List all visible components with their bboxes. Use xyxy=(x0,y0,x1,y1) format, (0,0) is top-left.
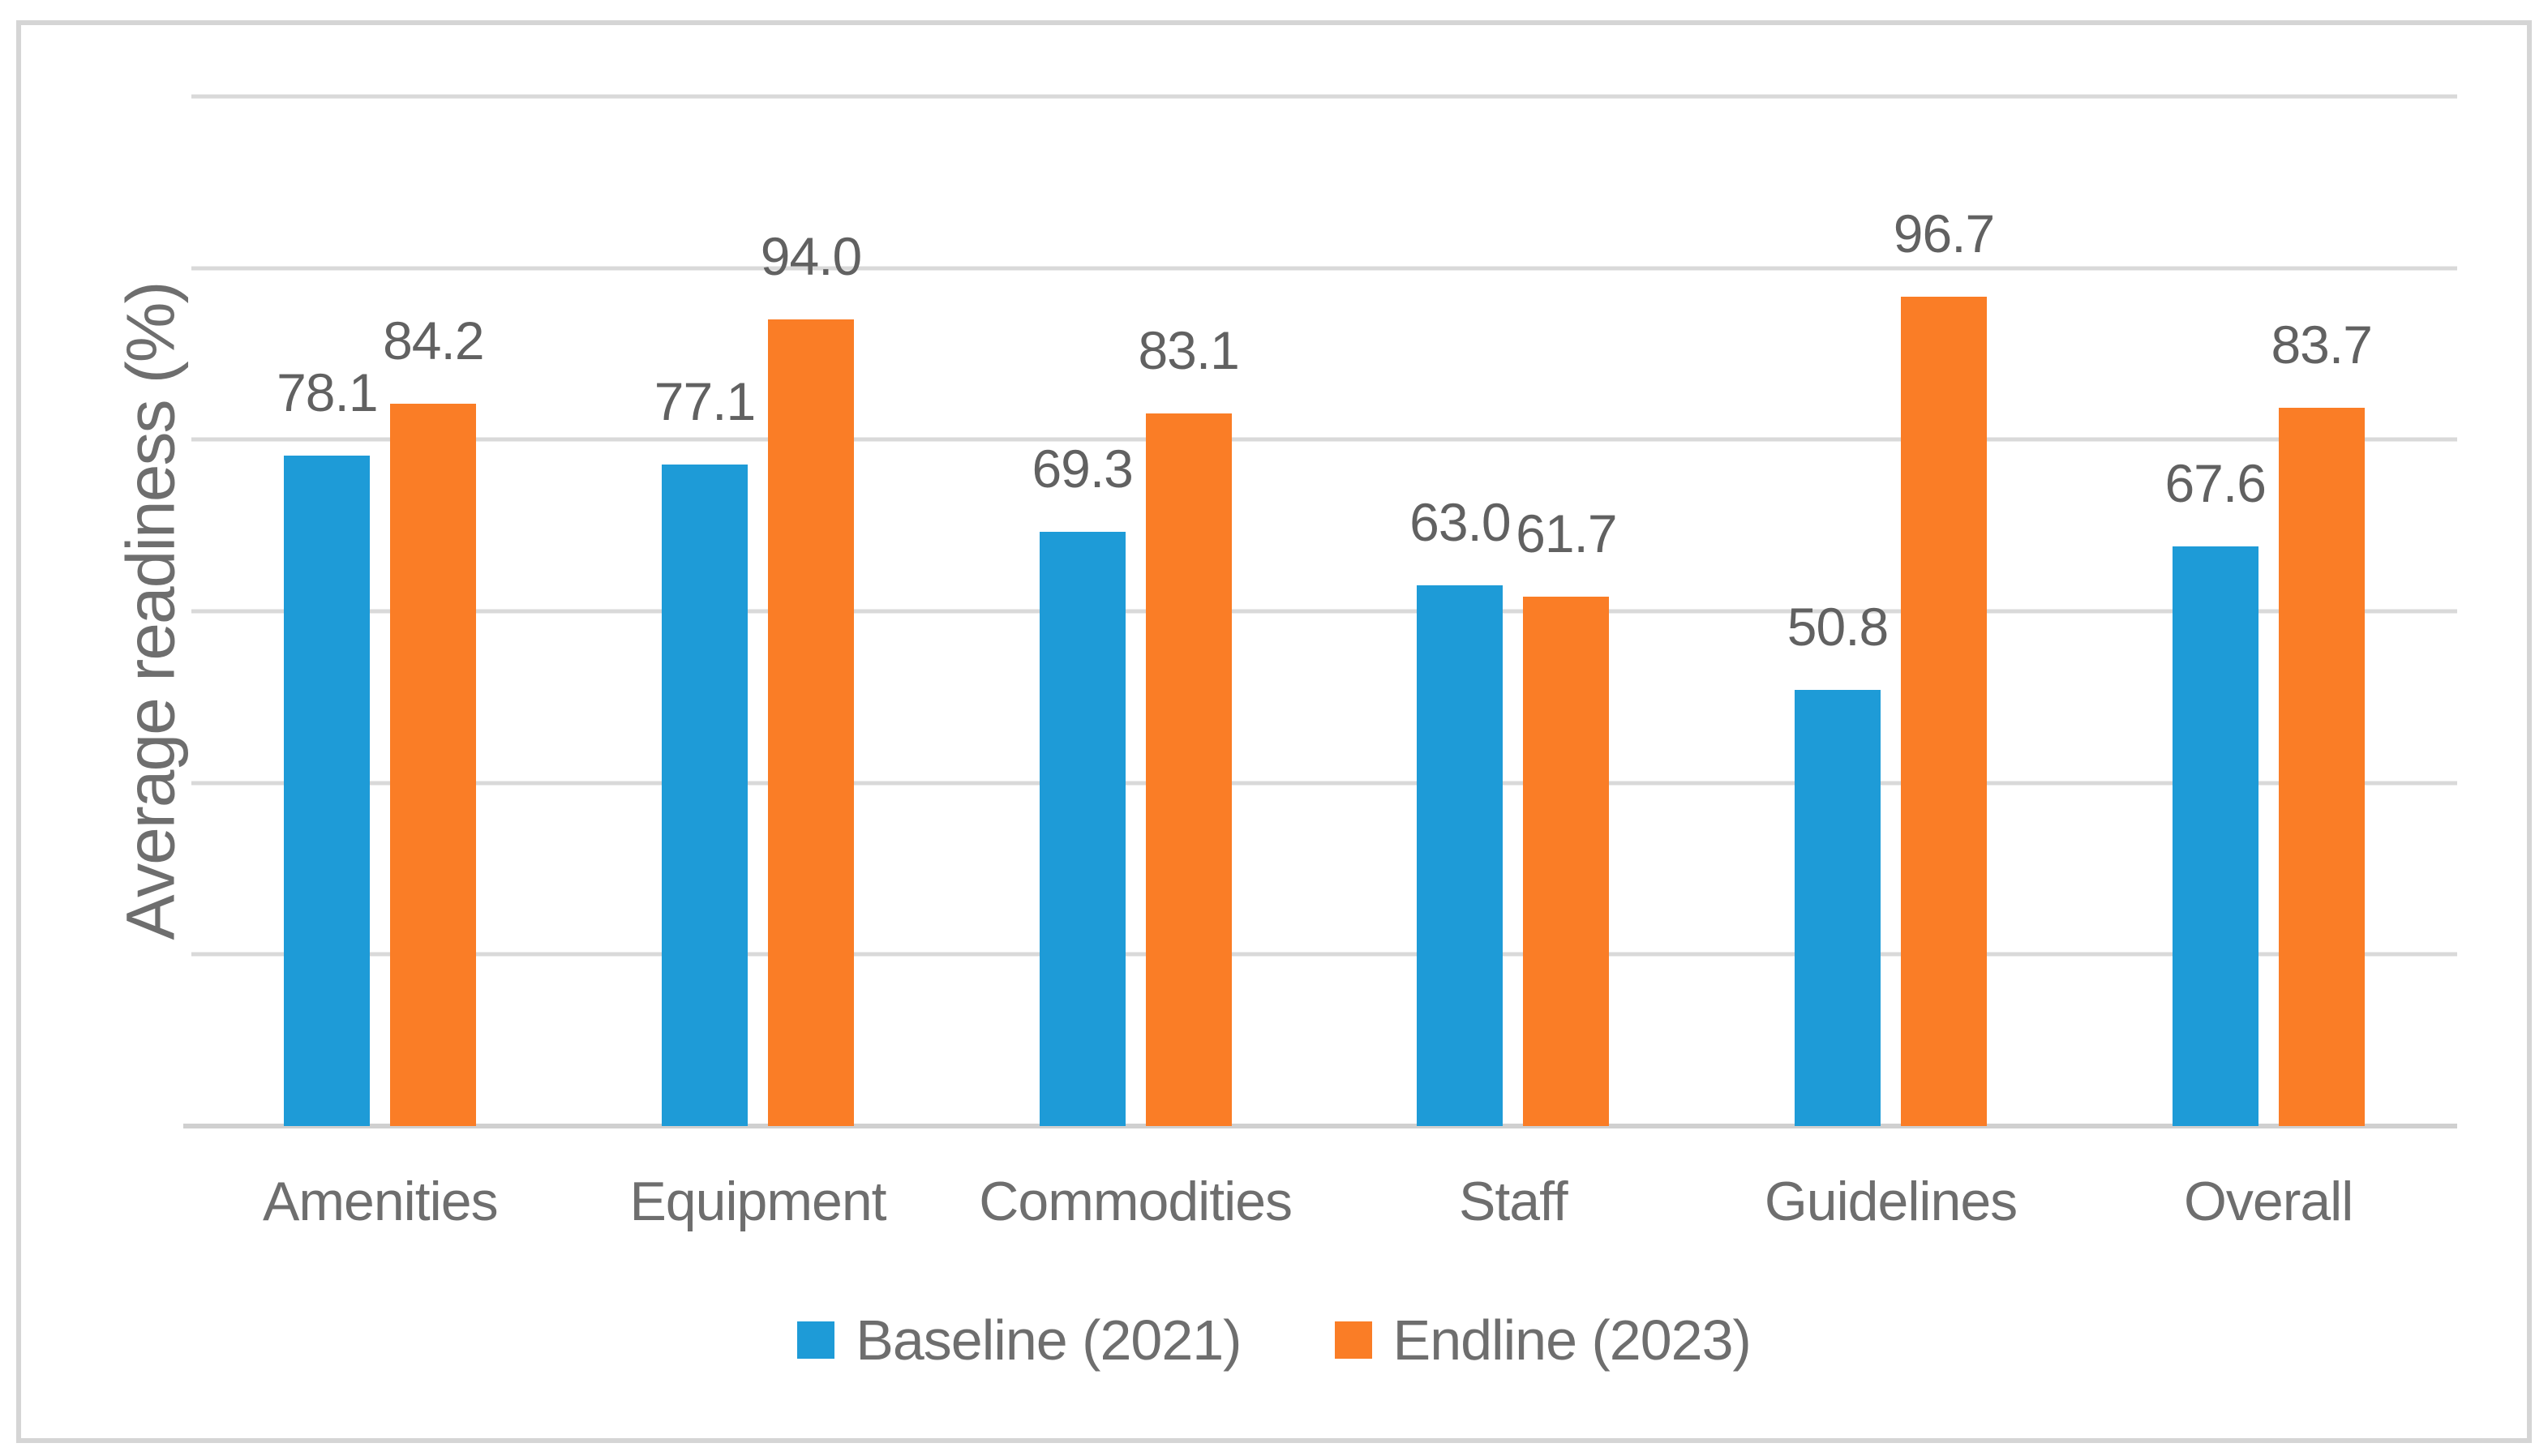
gridline xyxy=(191,952,2457,957)
x-axis-label: Amenities xyxy=(263,1171,499,1232)
x-axis-label: Overall xyxy=(2184,1171,2353,1232)
bar-groups: 78.1 84.2 77.1 94.0 69.3 83.1 63.0 61.7 50.8 96.7… xyxy=(191,96,2457,1126)
chart-frame: Average readiness (%) 78.1 84.2 77.1 94.0 69… xyxy=(16,20,2532,1443)
legend-item: Endline (2023) xyxy=(1334,1308,1752,1372)
value-label: 94.0 xyxy=(760,226,862,287)
value-label: 83.1 xyxy=(1138,319,1239,380)
x-axis-line xyxy=(183,1124,2457,1128)
x-axis-labels: Amenities Equipment Commodities Staff Guidel… xyxy=(191,1170,2457,1233)
gridline xyxy=(191,94,2457,99)
plot-area: 78.1 84.2 77.1 94.0 69.3 83.1 63.0 61.7 50.8 96.7… xyxy=(183,94,2457,1128)
value-label: 63.0 xyxy=(1409,492,1511,553)
value-label: 61.7 xyxy=(1516,503,1617,564)
gridline xyxy=(191,437,2457,442)
legend-label: Baseline (2021) xyxy=(856,1308,1242,1372)
x-axis-label: Commodities xyxy=(979,1171,1293,1232)
gridline xyxy=(191,781,2457,786)
bar-group: 63.0 61.7 xyxy=(1324,96,1702,1126)
x-axis-label: Staff xyxy=(1459,1171,1568,1232)
legend-swatch-icon xyxy=(797,1321,835,1359)
bar: 77.1 xyxy=(654,371,756,1126)
gridline xyxy=(191,266,2457,271)
bar: 61.7 xyxy=(1516,503,1618,1126)
bar: 50.8 xyxy=(1787,597,1889,1126)
bar-group: 50.8 96.7 xyxy=(1702,96,2080,1126)
value-label: 50.8 xyxy=(1787,597,1889,657)
x-axis-label: Equipment xyxy=(629,1171,886,1232)
bar-group: 78.1 84.2 xyxy=(191,96,569,1126)
value-label: 78.1 xyxy=(277,362,378,423)
legend-item: Baseline (2021) xyxy=(797,1308,1242,1372)
bar: 69.3 xyxy=(1032,439,1134,1126)
bar-group: 67.6 83.7 xyxy=(2079,96,2457,1126)
bar-group: 69.3 83.1 xyxy=(946,96,1324,1126)
bar: 84.2 xyxy=(383,310,485,1126)
value-label: 69.3 xyxy=(1032,438,1133,499)
legend-label: Endline (2023) xyxy=(1392,1308,1752,1372)
bar: 83.7 xyxy=(2271,315,2373,1126)
bar: 94.0 xyxy=(761,226,862,1126)
bar: 78.1 xyxy=(277,362,379,1126)
value-label: 84.2 xyxy=(383,310,484,370)
gridline xyxy=(191,609,2457,614)
bar: 63.0 xyxy=(1409,492,1512,1126)
x-axis-label: Guidelines xyxy=(1764,1171,2018,1232)
y-axis-title: Average readiness (%) xyxy=(112,282,189,940)
legend: Baseline (2021) Endline (2023) xyxy=(21,1308,2527,1372)
value-label: 83.7 xyxy=(2271,315,2372,375)
bar: 83.1 xyxy=(1138,320,1240,1126)
legend-swatch-icon xyxy=(1334,1321,1372,1359)
value-label: 67.6 xyxy=(2164,452,2266,513)
value-label: 77.1 xyxy=(654,371,756,432)
bar: 96.7 xyxy=(1894,203,1995,1126)
bar: 67.6 xyxy=(2164,453,2267,1126)
bar-group: 77.1 94.0 xyxy=(569,96,947,1126)
value-label: 96.7 xyxy=(1893,203,1995,263)
